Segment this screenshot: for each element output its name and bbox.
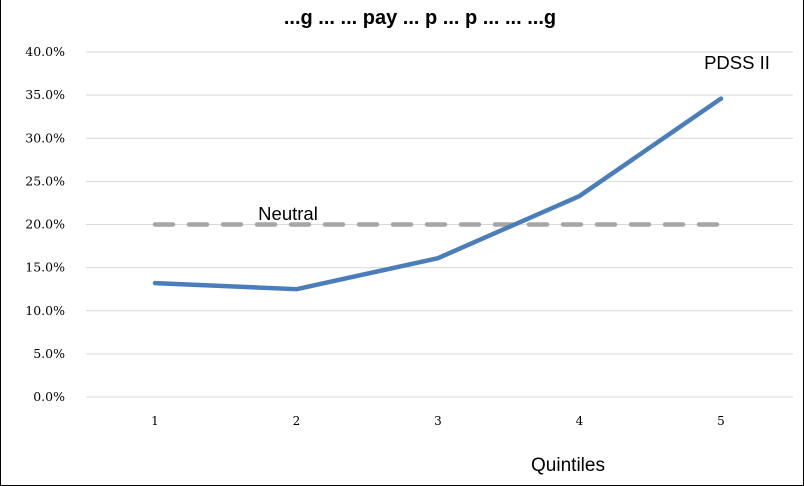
x-tick-label: 2	[293, 414, 301, 428]
x-tick-label: 4	[576, 414, 584, 428]
y-tick-label: 5.0%	[33, 346, 65, 361]
series-lines	[152, 96, 724, 292]
series-line-pdss-ii	[152, 96, 724, 292]
y-tick-label: 40.0%	[25, 44, 65, 59]
x-tick-label: 3	[434, 414, 442, 428]
y-axis-tick-labels: 0.0% 5.0% 10.0% 15.0% 20.0% 25.0% 30.0% 35.0% 40…	[25, 44, 65, 404]
y-tick-label: 20.0%	[25, 217, 65, 232]
series-labels: PDSS II Neutral	[258, 52, 770, 224]
y-tick-label: 0.0%	[33, 389, 65, 404]
y-tick-label: 35.0%	[25, 87, 65, 102]
series-label-neutral: Neutral	[258, 203, 318, 224]
y-tick-label: 30.0%	[25, 130, 65, 145]
y-tick-label: 25.0%	[25, 173, 65, 188]
x-tick-label: 1	[151, 414, 159, 428]
chart-title: ...g ... ... pay ... p ... p ... ... ...…	[284, 7, 556, 29]
x-axis-label: Quintiles	[531, 455, 605, 476]
y-tick-label: 10.0%	[25, 303, 65, 318]
x-tick-label: 5	[717, 414, 725, 428]
x-axis-tick-labels: 1 2 3 4 5	[151, 414, 725, 428]
y-tick-label: 15.0%	[25, 260, 65, 275]
series-label-pdss-ii: PDSS II	[704, 52, 770, 73]
